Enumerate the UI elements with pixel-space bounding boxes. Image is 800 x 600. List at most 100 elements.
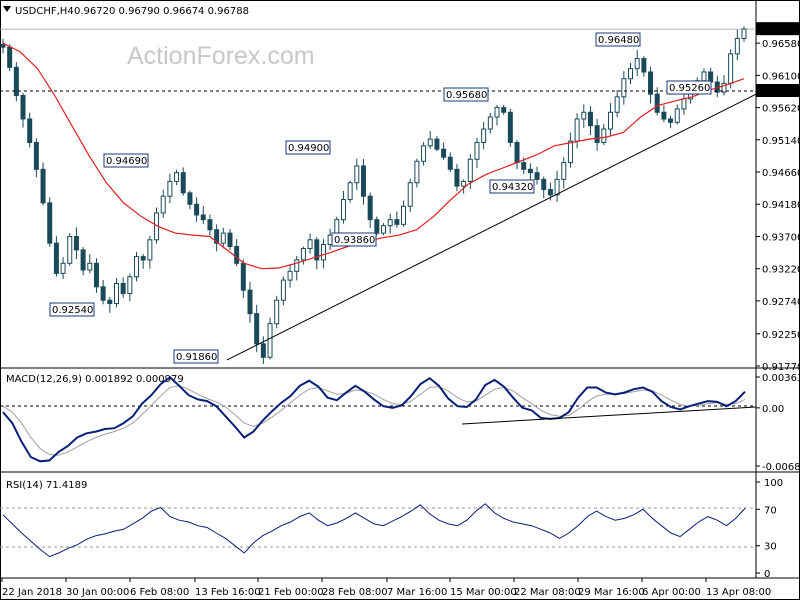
candle-body xyxy=(73,235,79,251)
price-label-text: 0.91860 xyxy=(176,352,217,363)
candle-body xyxy=(381,225,387,234)
candle-body xyxy=(53,242,59,274)
rising-trendline[interactable] xyxy=(226,93,757,361)
candle-body xyxy=(474,141,480,160)
time-tick-label: 29 Mar 16:00 xyxy=(578,587,645,598)
candle-body xyxy=(514,141,520,164)
candle-body xyxy=(648,71,654,95)
price-tick-label: 0.91770 xyxy=(762,362,800,373)
candle-body xyxy=(481,128,487,143)
candle-body xyxy=(240,262,246,291)
candle-body xyxy=(601,128,607,143)
rsi-line xyxy=(2,503,746,558)
candle-body xyxy=(347,182,353,201)
price-label-box xyxy=(443,87,489,102)
candle-body xyxy=(314,239,320,261)
dropdown-triangle-icon xyxy=(3,6,11,12)
price-tick-label: 0.96580 xyxy=(762,39,800,50)
candlesticks xyxy=(0,26,747,365)
price-tick-label: 0.92740 xyxy=(762,297,800,308)
rsi-title: RSI(14) 71.4189 xyxy=(6,480,87,491)
macd-tick-label: 0.00 xyxy=(762,404,784,415)
candle-body xyxy=(507,111,513,143)
candle-body xyxy=(254,313,260,345)
time-tick-label: 15 Mar 00:00 xyxy=(450,587,517,598)
macd-panel[interactable]: MACD(12,26,9) 0.001892 0.000979 xyxy=(0,374,757,463)
price-label-box xyxy=(285,140,331,155)
price-label-box xyxy=(331,232,377,247)
price-label-text: 0.95260 xyxy=(669,83,710,94)
candle-body xyxy=(320,244,326,261)
time-tick-label: 30 Jan 00:00 xyxy=(66,587,129,598)
macd-signal-line xyxy=(2,385,746,456)
candle-body xyxy=(607,111,613,130)
candle-body xyxy=(267,323,273,358)
candle-body xyxy=(80,249,86,271)
candle-body xyxy=(721,82,727,93)
candle-body xyxy=(728,53,734,84)
time-tick-label: 28 Feb 08:00 xyxy=(322,587,388,598)
price-tick-label: 0.93700 xyxy=(762,232,800,243)
candle-body xyxy=(140,256,146,261)
candle-body xyxy=(641,58,647,73)
candle-body xyxy=(461,180,467,187)
symbol-label: USDCHF,H4 xyxy=(15,6,74,17)
chart-header: USDCHF,H4 0.96720 0.96790 0.96674 0.9678… xyxy=(3,6,249,17)
candle-body xyxy=(374,219,380,234)
ohlc-values: 0.96720 0.96790 0.96674 0.96788 xyxy=(74,6,249,17)
candle-body xyxy=(220,232,226,244)
time-axis: 22 Jan 2018 30 Jan 00:00 6 Feb 08:00 13 Feb… xyxy=(1,578,771,598)
candle-body xyxy=(741,28,747,39)
candle-body xyxy=(614,96,620,113)
candle-body xyxy=(294,259,300,272)
watermark: ActionForex.com xyxy=(127,42,315,70)
candle-body xyxy=(134,256,140,278)
candle-body xyxy=(234,246,240,264)
candle-body xyxy=(200,214,206,221)
macd-support-line[interactable] xyxy=(461,406,757,425)
candle-body xyxy=(554,178,560,196)
candle-body xyxy=(13,66,19,96)
candle-body xyxy=(340,199,346,221)
price-tick-label: 0.96100 xyxy=(762,71,800,82)
price-label-box xyxy=(173,349,219,364)
time-tick-label: 13 Feb 16:00 xyxy=(195,587,261,598)
candle-body xyxy=(174,172,180,182)
candle-body xyxy=(634,58,640,70)
candle-body xyxy=(668,118,674,123)
price-label-box xyxy=(103,153,149,168)
candle-body xyxy=(574,118,580,142)
candle-body xyxy=(214,229,220,244)
candle-body xyxy=(454,168,460,187)
candle-body xyxy=(0,43,6,48)
candle-body xyxy=(387,219,393,227)
rsi-panel[interactable]: RSI(14) 71.4189 xyxy=(0,480,756,558)
candle-body xyxy=(47,202,53,244)
candle-body xyxy=(7,46,13,68)
candle-body xyxy=(87,262,93,271)
level-tag-label: 0.95760 xyxy=(762,87,800,98)
candle-body xyxy=(494,107,500,118)
time-tick-label: 22 Mar 08:00 xyxy=(514,587,581,598)
candle-body xyxy=(594,125,600,143)
last-price-tag-label: 0.96788 xyxy=(762,25,800,36)
candle-body xyxy=(581,111,587,120)
candle-body xyxy=(107,299,113,305)
rsi-tick-label: 0 xyxy=(764,569,770,580)
price-label-text: 0.94900 xyxy=(288,143,329,154)
candle-body xyxy=(20,94,26,120)
candle-body xyxy=(194,203,200,216)
price-label-text: 0.94320 xyxy=(492,182,533,193)
rsi-tick-label: 30 xyxy=(764,542,777,553)
price-panel[interactable]: 0.94690 0.92540 0.91860 0.94900 0.93860 0.956… xyxy=(0,26,757,365)
candle-body xyxy=(501,107,507,113)
candle-body xyxy=(701,71,707,82)
candle-body xyxy=(367,195,373,221)
rsi-axis: 100 70 30 0 xyxy=(756,478,783,580)
macd-line xyxy=(2,376,746,463)
candle-body xyxy=(414,160,420,184)
time-tick-label: 21 Feb 00:00 xyxy=(258,587,324,598)
price-label-text: 0.94690 xyxy=(106,156,147,167)
candle-body xyxy=(260,343,266,358)
time-tick-label: 7 Mar 16:00 xyxy=(387,587,447,598)
